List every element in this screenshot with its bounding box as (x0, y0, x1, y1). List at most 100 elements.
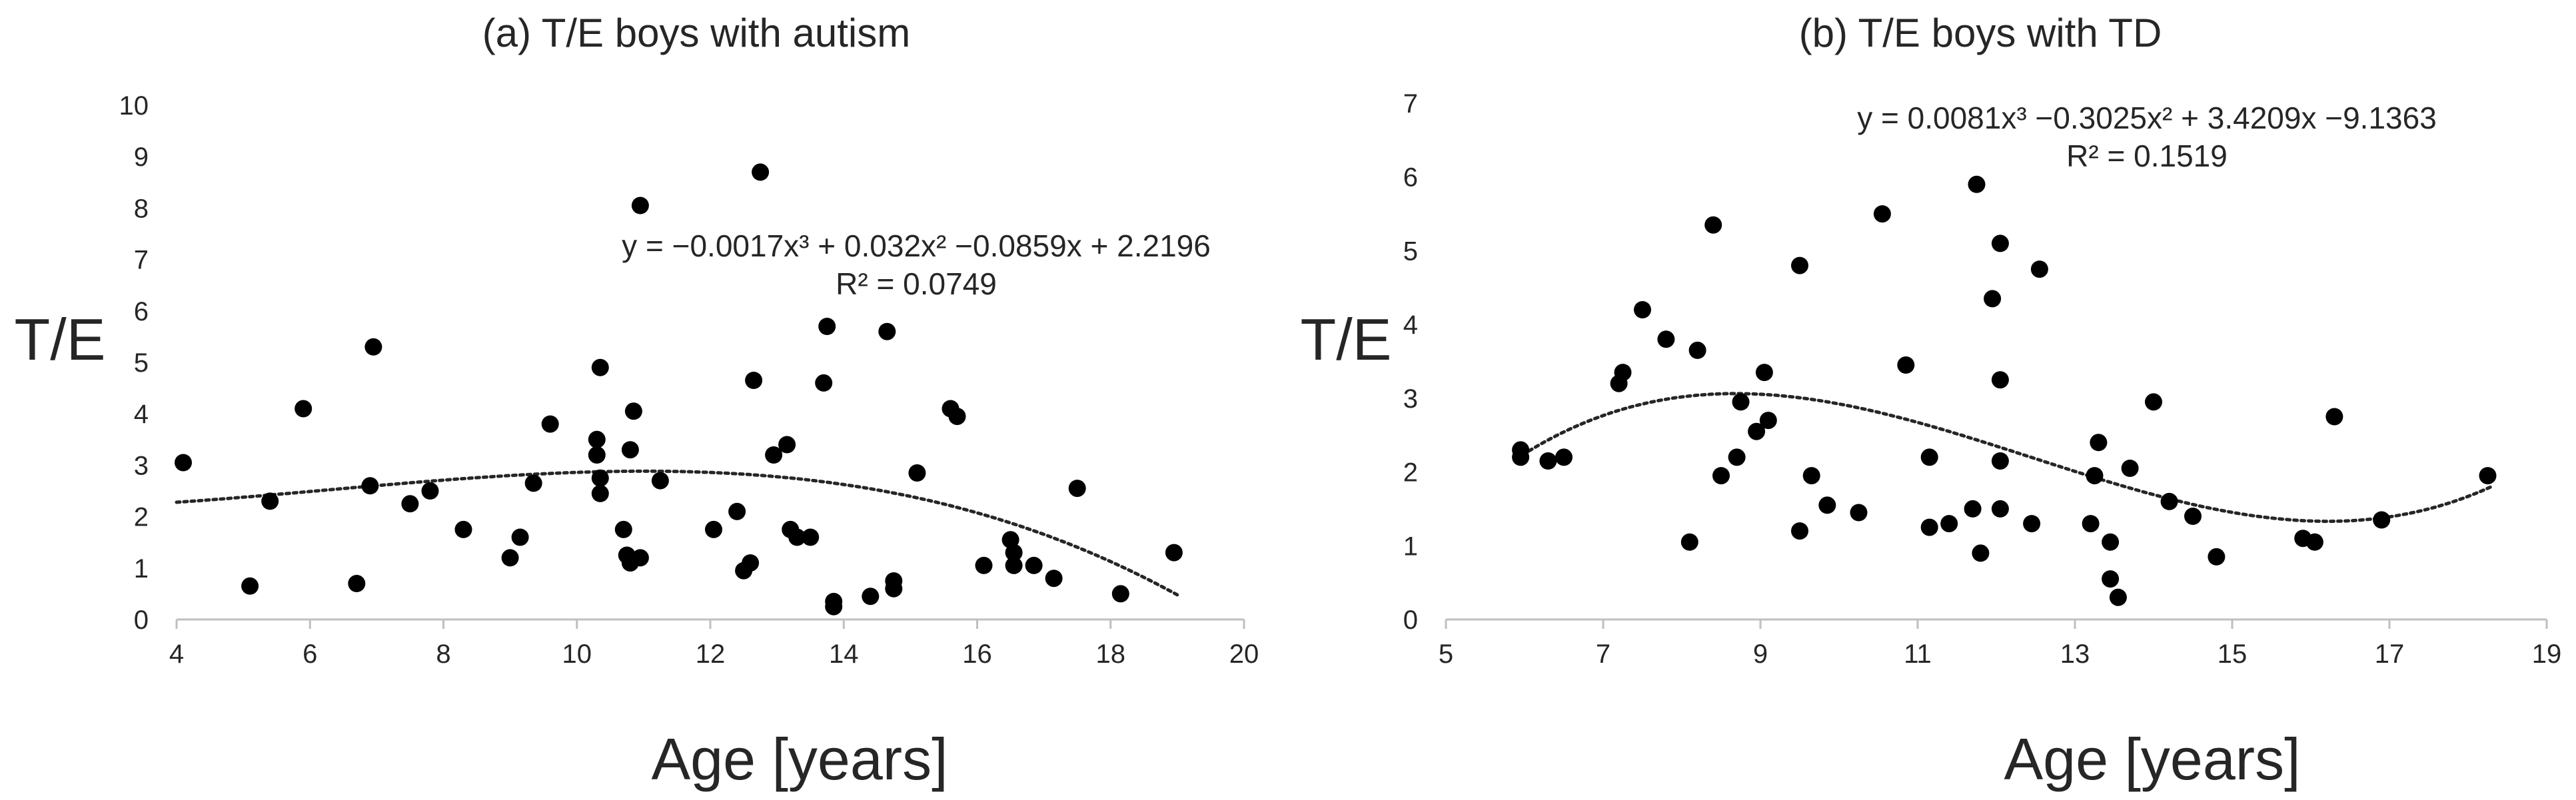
chart-b-data-point (2305, 533, 2323, 551)
chart-a-y-ticks: 0 1 2 3 4 5 6 7 8 9 10 (119, 91, 149, 635)
chart-b-x-ticks: 5 7 9 11 13 15 17 19 (1439, 619, 2561, 669)
chart-panel-b: (b) T/E boys with TD T/E Age [years] 0 1 2… (1301, 11, 2562, 792)
chart-b-data-point (2121, 460, 2139, 477)
chart-b-equation-term-constant: −9.1363 (2316, 101, 2436, 135)
chart-b-data-point (1759, 412, 1777, 430)
chart-a-equation-term-quadratic: + 0.032x² (810, 228, 947, 263)
chart-a-x-tick-label: 14 (829, 639, 859, 669)
chart-b-trendline-path (1515, 392, 2493, 524)
chart-a-equation-term-linear: −0.0859x (946, 228, 1081, 263)
chart-b-x-tick-label: 9 (1753, 639, 1768, 669)
chart-a-r-squared: R² = 0.0749 (836, 266, 997, 301)
chart-a-y-tick-label: 8 (134, 194, 149, 223)
chart-b-r-squared: R² = 0.1519 (2066, 139, 2228, 173)
chart-b-trendline (1515, 392, 2493, 524)
chart-b-data-point (1728, 448, 1746, 466)
chart-b-x-tick-label: 11 (1904, 639, 1932, 669)
chart-b-y-tick-label: 5 (1403, 236, 1418, 266)
chart-a-x-tick-label: 10 (562, 639, 592, 669)
chart-b-data-point (2145, 393, 2162, 411)
chart-b-data-point (2208, 548, 2226, 566)
chart-b-data-point (1512, 441, 1530, 459)
chart-a-data-point (825, 593, 843, 610)
chart-b-y-tick-label: 1 (1403, 532, 1418, 561)
chart-b-trendline-equation: y = 0.0081x³ −0.3025x² + 3.4209x −9.1363 (1857, 101, 2437, 135)
chart-b-data-point (1897, 356, 1915, 374)
chart-a-data-point (348, 575, 366, 592)
chart-a-y-axis-label: T/E (15, 306, 106, 372)
chart-a-data-point (621, 441, 639, 459)
chart-b-data-point (1991, 234, 2009, 252)
chart-a-data-point (1025, 556, 1043, 574)
chart-a-data-point (788, 528, 806, 546)
chart-a-data-point (588, 430, 606, 448)
chart-b-data-point (2479, 467, 2497, 485)
chart-a-trendline-path (175, 469, 1179, 597)
chart-b-data-point (2090, 434, 2108, 452)
chart-b-data-point (1704, 216, 1722, 234)
chart-b-data-point (1802, 467, 1820, 485)
chart-a-data-point (1111, 585, 1129, 603)
chart-b-data-point (1712, 467, 1730, 485)
chart-b-y-tick-label: 4 (1403, 310, 1418, 340)
chart-a-data-point (511, 528, 529, 546)
chart-a-data-point (631, 549, 649, 567)
chart-a-data-point (705, 520, 722, 538)
chart-b-data-point (1940, 515, 1958, 533)
chart-a-data-point (908, 464, 926, 482)
chart-b-data-point (1732, 393, 1750, 411)
chart-b-x-tick-label: 5 (1439, 639, 1453, 669)
chart-b-data-point (2102, 570, 2120, 588)
chart-b-y-ticks: 0 1 2 3 4 5 6 7 (1403, 89, 1418, 635)
chart-b-data-point (1818, 496, 1836, 514)
chart-a-data-point (1165, 544, 1183, 562)
chart-a-x-axis-label: Age [years] (651, 726, 948, 792)
chart-a-data-point (765, 446, 783, 464)
chart-a-data-point (745, 372, 763, 389)
chart-b-data-point (1614, 364, 1632, 382)
chart-b-data-point (1755, 364, 1773, 382)
chart-a-y-tick-label: 5 (134, 348, 149, 378)
chart-b-data-point (1680, 533, 1698, 551)
chart-b-data-point (2023, 515, 2041, 533)
chart-b-data-point (1555, 448, 1573, 466)
chart-b-data-point (2373, 511, 2391, 529)
chart-a-x-tick-label: 16 (962, 639, 992, 669)
chart-a-data-point (885, 572, 903, 590)
chart-a-x-tick-label: 12 (696, 639, 726, 669)
chart-b-y-tick-label: 2 (1403, 458, 1418, 488)
chart-a-data-point (752, 163, 770, 181)
chart-b-equation-prefix: y = (1857, 101, 1907, 135)
chart-b-title: (b) T/E boys with TD (1799, 11, 2162, 55)
chart-a-y-tick-label: 4 (134, 400, 149, 429)
chart-a-data-point (818, 318, 836, 335)
chart-a-data-point (501, 549, 519, 567)
chart-a-x-ticks: 4 6 8 10 12 14 16 18 20 (169, 619, 1259, 669)
chart-a-data-point (778, 436, 796, 454)
chart-b-data-point (1748, 422, 1766, 440)
chart-b-data-point (2325, 408, 2343, 426)
chart-b-x-tick-label: 15 (2218, 639, 2248, 669)
chart-a-data-point (815, 374, 833, 392)
chart-b-data-point (1991, 452, 2009, 470)
chart-a-equation-term-cubic: −0.0017x³ (672, 228, 810, 263)
chart-a-data-point (624, 402, 642, 420)
chart-b-points (1512, 175, 2497, 606)
chart-a-data-point (631, 197, 649, 214)
chart-b-y-tick-label: 3 (1403, 384, 1418, 414)
chart-b-data-point (1991, 500, 2009, 518)
chart-a-data-point (175, 454, 192, 472)
chart-b-data-point (1688, 341, 1706, 359)
chart-a-data-point (862, 588, 880, 605)
chart-a-y-tick-label: 9 (134, 143, 149, 172)
chart-b-data-point (1791, 256, 1808, 274)
chart-a-data-point (241, 577, 259, 595)
chart-b-data-point (2030, 260, 2048, 278)
chart-b-data-point (1991, 371, 2009, 389)
chart-a-points (175, 163, 1183, 615)
chart-a-equation-prefix: y = (622, 228, 672, 263)
chart-a-y-tick-label: 10 (119, 91, 149, 121)
chart-b-data-point (1968, 175, 1986, 193)
chart-a-data-point (591, 484, 609, 502)
